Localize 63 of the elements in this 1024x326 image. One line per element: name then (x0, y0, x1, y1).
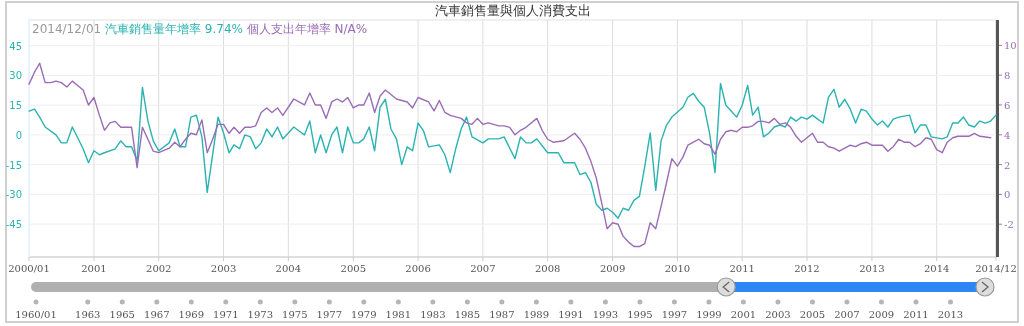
x-tick-label: 2009 (599, 263, 626, 274)
y2-tick-label: 0 (1004, 189, 1011, 201)
x2-tick-label: 2003 (765, 309, 791, 320)
x-tick-label: 2010 (664, 263, 691, 274)
y-tick-label: -15 (5, 159, 22, 171)
y2-tick-label: -2 (1004, 219, 1014, 231)
x2-tick-label: 1971 (213, 309, 239, 320)
x2-tick-label: 2009 (868, 309, 895, 320)
x-tick-label: 2005 (340, 263, 367, 274)
legend-title: 2014/12/01 (32, 22, 105, 36)
x2-tick-label: 1999 (696, 309, 722, 320)
x2-tick-label: 2005 (799, 309, 826, 320)
y-tick-label: 15 (9, 100, 22, 112)
line-series (28, 62, 992, 248)
x-tick-label: 2014 (923, 263, 950, 274)
x2-tick-label: 1997 (661, 309, 688, 320)
x2-tick-label: 1989 (523, 309, 550, 320)
x2-tick-label: 2007 (834, 309, 860, 320)
x-tick-label: 2001 (81, 263, 107, 274)
line-series (28, 82, 997, 219)
x-tick-label: 2007 (470, 263, 496, 274)
x2-tick-label: 1993 (592, 309, 619, 320)
x2-tick-label: 1969 (178, 309, 205, 320)
y2-tick-label: 6 (1004, 99, 1011, 111)
y-tick-label: 30 (9, 70, 22, 82)
x2-tick-label: 1965 (109, 309, 135, 320)
x-tick-label: 2006 (405, 263, 431, 274)
x2-tick-label: 2011 (903, 309, 929, 320)
y2-tick-label: 10 (1004, 40, 1017, 52)
text: 個人支出年增率 N/A% (246, 22, 368, 36)
y-tick-label: -30 (5, 189, 22, 201)
x2-tick-label: 2001 (730, 309, 757, 320)
x-tick-label: 2004 (275, 263, 302, 274)
x-tick-label: 2012 (794, 263, 820, 274)
x-tick-label: 2008 (534, 263, 561, 274)
y-tick-label: 0 (15, 129, 22, 141)
x2-tick-label: 1963 (75, 309, 101, 320)
x2-tick-label: 1977 (316, 309, 343, 320)
x-tick-label: 2000/01 (8, 263, 50, 274)
x-tick-label: 2013 (859, 263, 885, 274)
x-tick-label: 2014/12 (975, 263, 1017, 274)
x-tick-label: 2002 (146, 263, 172, 274)
chart-title: 汽車銷售量與個人消費支出 (434, 3, 591, 18)
text: 汽車銷售量年增率 9.74% (104, 22, 247, 36)
y2-tick-label: 2 (1004, 159, 1011, 171)
x2-tick-label: 1991 (558, 309, 584, 320)
x2-tick-label: 1979 (351, 309, 377, 320)
y-tick-label: 45 (9, 40, 22, 52)
x2-tick-label: 1995 (627, 309, 653, 320)
y2-tick-label: 8 (1004, 70, 1011, 82)
x2-tick-label: 1985 (454, 309, 481, 320)
y-tick-label: -45 (5, 219, 22, 231)
x-tick-label: 2003 (210, 263, 237, 274)
x2-tick-label: 1960/01 (15, 309, 57, 320)
x2-tick-label: 1975 (282, 309, 308, 320)
x2-tick-label: 1967 (144, 309, 170, 320)
x2-tick-label: 1981 (385, 309, 412, 320)
y2-tick-label: 4 (1004, 129, 1011, 141)
x2-tick-label: 1973 (247, 309, 274, 320)
x2-tick-label: 1987 (489, 309, 515, 320)
x-tick-label: 2011 (729, 263, 755, 274)
x2-tick-label: 2013 (937, 309, 964, 320)
x2-tick-label: 1983 (420, 309, 446, 320)
